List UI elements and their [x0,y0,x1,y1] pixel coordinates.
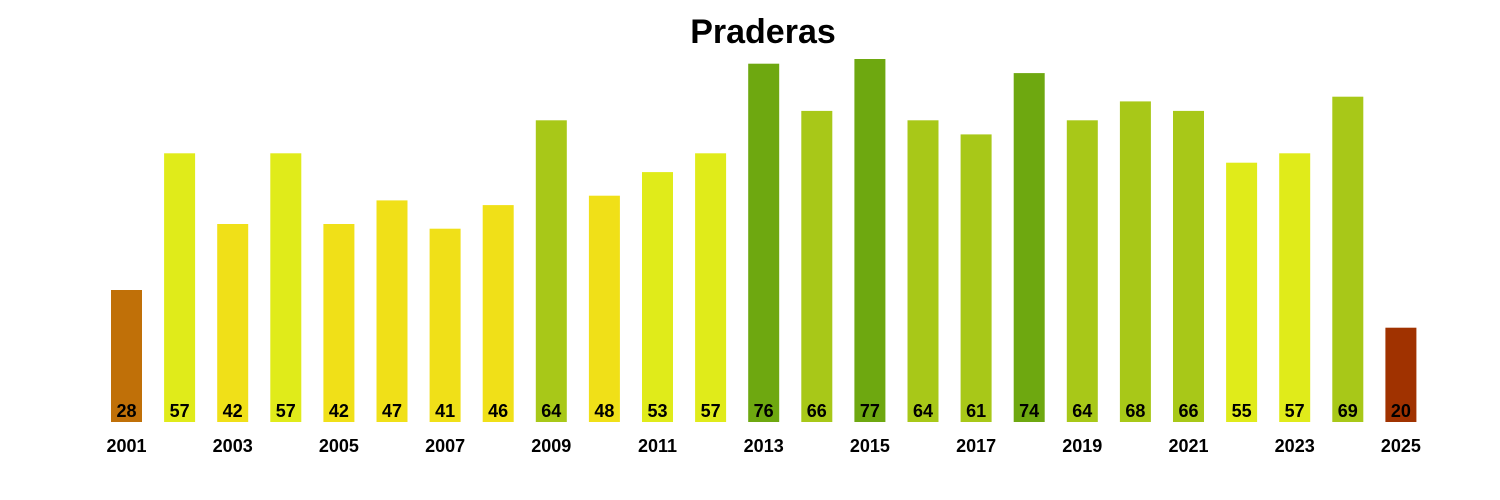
x-tick-label-2001: 2001 [106,436,146,456]
value-label-2005: 42 [329,401,349,421]
x-tick-label-2025: 2025 [1381,436,1421,456]
bar-2024 [1332,96,1364,422]
x-tick-label-2019: 2019 [1062,436,1102,456]
x-tick-label-2009: 2009 [531,436,571,456]
value-label-2015: 77 [860,401,880,421]
bar-2023 [1279,153,1311,423]
value-label-2007: 41 [435,401,455,421]
value-label-2016: 64 [913,401,933,421]
bar-2019 [1066,120,1098,423]
value-label-2025: 20 [1391,401,1411,421]
bar-2018 [1013,73,1045,422]
value-label-2020: 68 [1125,401,1145,421]
value-label-2011: 53 [647,401,667,421]
bar-2010 [588,195,620,422]
bar-2017 [960,134,992,422]
x-tick-label-2021: 2021 [1168,436,1208,456]
value-label-2018: 74 [1019,401,1039,421]
value-label-2006: 47 [382,401,402,421]
x-tick-label-2003: 2003 [213,436,253,456]
bar-2013 [748,63,780,422]
x-tick-label-2023: 2023 [1275,436,1315,456]
bar-2006 [376,200,408,422]
bar-2001 [111,290,142,422]
bar-2008 [482,205,514,422]
value-label-2003: 42 [223,401,243,421]
value-label-2013: 76 [754,401,774,421]
bar-2016 [907,120,939,423]
bar-2007 [429,228,461,422]
bar-2012 [695,153,727,423]
value-label-2008: 46 [488,401,508,421]
value-label-2009: 64 [541,401,561,421]
value-label-2024: 69 [1338,401,1358,421]
bar-2005 [323,224,355,422]
x-tick-label-2007: 2007 [425,436,465,456]
value-labels-group: 28 57 42 57 42 47 41 46 64 48 53 57 76 66 77 64 61 74 64 68… [116,401,1410,421]
chart-title: Praderas [690,13,836,51]
value-label-2021: 66 [1178,401,1198,421]
bar-2022 [1226,162,1258,422]
bar-2015 [854,59,886,422]
value-label-2019: 64 [1072,401,1092,421]
value-label-2017: 61 [966,401,986,421]
x-tick-label-2017: 2017 [956,436,996,456]
x-tick-label-2015: 2015 [850,436,890,456]
value-label-2002: 57 [170,401,190,421]
bar-2014 [801,110,833,423]
value-label-2023: 57 [1285,401,1305,421]
value-label-2001: 28 [116,401,136,421]
value-label-2010: 48 [594,401,614,421]
bars-group [111,59,1417,423]
value-label-2022: 55 [1232,401,1252,421]
bar-2020 [1119,101,1151,423]
x-tick-label-2011: 2011 [638,436,677,456]
bar-2011 [642,172,673,422]
bar-2002 [164,153,196,423]
x-tick-label-2005: 2005 [319,436,359,456]
value-label-2004: 57 [276,401,296,421]
value-label-2014: 66 [807,401,827,421]
bar-2009 [535,120,567,423]
x-tick-label-2013: 2013 [744,436,784,456]
bar-2004 [270,153,302,423]
bar-2021 [1173,110,1204,423]
x-axis-tick-labels: 2001 2003 2005 2007 2009 2011 2013 2015 2017 2019… [106,436,1420,456]
bar-2025 [1385,327,1417,422]
value-label-2012: 57 [701,401,721,421]
bar-2003 [217,224,249,422]
